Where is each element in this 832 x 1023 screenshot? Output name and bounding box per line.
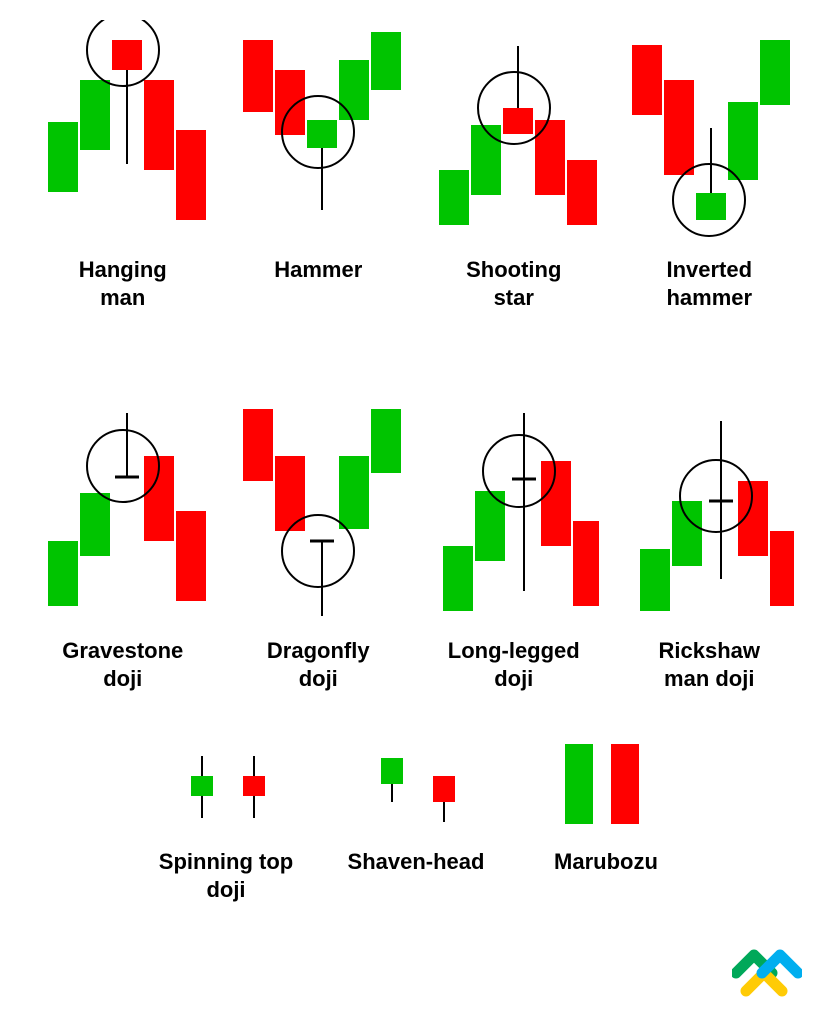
cell-shooting-star: Shooting star xyxy=(421,20,607,311)
label-rickshaw-man-doji: Rickshaw man doji xyxy=(659,637,761,692)
label-inverted-hammer: Inverted hammer xyxy=(666,256,752,311)
chart-hanging-man xyxy=(38,20,208,250)
label-hanging-man: Hanging man xyxy=(79,256,167,311)
row-2: Gravestone doji Dragonfly doji Long-legg… xyxy=(0,311,832,692)
cell-hammer: Hammer xyxy=(226,20,412,311)
chart-hammer xyxy=(233,20,403,250)
chart-shaven-head xyxy=(341,732,491,842)
label-dragonfly-doji: Dragonfly doji xyxy=(267,637,370,692)
cell-spinning-top-doji: Spinning top doji xyxy=(151,732,301,903)
row-3: Spinning top doji Shaven-head Marubozu xyxy=(0,692,832,903)
label-marubozu: Marubozu xyxy=(554,848,658,876)
cell-shaven-head: Shaven-head xyxy=(341,732,491,903)
cell-marubozu: Marubozu xyxy=(531,732,681,903)
cell-gravestone-doji: Gravestone doji xyxy=(30,401,216,692)
row-1: Hanging man Hammer Shooting star Inverte… xyxy=(0,0,832,311)
label-shaven-head: Shaven-head xyxy=(348,848,485,876)
cell-dragonfly-doji: Dragonfly doji xyxy=(226,401,412,692)
label-gravestone-doji: Gravestone doji xyxy=(62,637,183,692)
chart-gravestone-doji xyxy=(38,401,208,631)
cell-long-legged-doji: Long-legged doji xyxy=(421,401,607,692)
logo-icon xyxy=(732,943,802,1003)
chart-rickshaw-man-doji xyxy=(624,401,794,631)
cell-inverted-hammer: Inverted hammer xyxy=(617,20,803,311)
chart-shooting-star xyxy=(429,20,599,250)
cell-hanging-man: Hanging man xyxy=(30,20,216,311)
label-hammer: Hammer xyxy=(274,256,362,284)
cell-rickshaw-man-doji: Rickshaw man doji xyxy=(617,401,803,692)
chart-long-legged-doji xyxy=(429,401,599,631)
chart-spinning-top-doji xyxy=(151,732,301,842)
chart-marubozu xyxy=(531,732,681,842)
chart-dragonfly-doji xyxy=(233,401,403,631)
chart-inverted-hammer xyxy=(624,20,794,250)
label-spinning-top-doji: Spinning top doji xyxy=(159,848,293,903)
label-long-legged-doji: Long-legged doji xyxy=(448,637,580,692)
label-shooting-star: Shooting star xyxy=(466,256,561,311)
